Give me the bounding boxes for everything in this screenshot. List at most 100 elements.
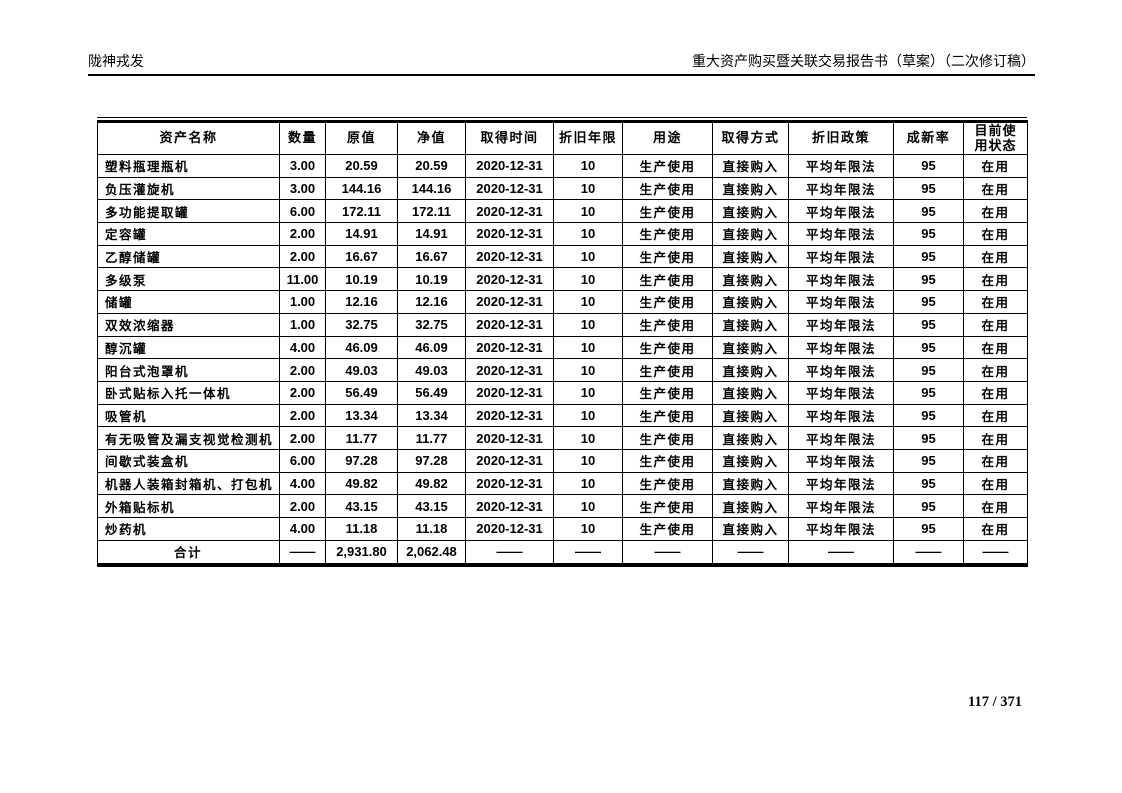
table-cell: 10 [553, 471, 623, 496]
table-cell: 10 [553, 403, 623, 428]
table-cell: 95 [893, 471, 964, 496]
table-cell: 2.00 [279, 244, 326, 269]
table-cell: 49.82 [325, 471, 398, 496]
total-label-cell: 合计 [97, 539, 280, 566]
table-cell: 10 [553, 290, 623, 314]
table-cell: 10.19 [325, 267, 398, 292]
table-cell: 2020-12-31 [465, 471, 554, 496]
table-cell: 在用 [963, 426, 1028, 450]
table-cell: 10 [553, 380, 623, 405]
table-cell: 平均年限法 [788, 380, 894, 405]
table-cell: 56.49 [397, 380, 466, 405]
table-cell: 20.59 [397, 154, 466, 178]
column-header-11: 目前使用状态 [963, 121, 1028, 155]
table-cell: 6.00 [279, 448, 326, 473]
column-header-label: 净值 [416, 130, 446, 146]
table-cell: 95 [893, 448, 964, 473]
header-rule [88, 74, 1035, 76]
table-cell: 生产使用 [622, 517, 713, 541]
table-cell: 直接购入 [712, 290, 789, 314]
table-cell: 95 [893, 222, 964, 246]
table-cell: 直接购入 [712, 403, 789, 428]
column-header-4: 净值 [397, 121, 466, 155]
table-cell: 直接购入 [712, 176, 789, 201]
table-cell: 1.00 [279, 312, 326, 337]
table-cell: 平均年限法 [788, 517, 894, 541]
table-cell: 13.34 [397, 403, 466, 428]
table-cell: 平均年限法 [788, 403, 894, 428]
table-cell: 95 [893, 199, 964, 224]
table-cell: 10 [553, 335, 623, 360]
table-cell: 生产使用 [622, 244, 713, 269]
table-cell: 10 [553, 267, 623, 292]
table-cell: 生产使用 [622, 290, 713, 314]
table-cell: 11.00 [279, 267, 326, 292]
column-header-5: 取得时间 [465, 121, 554, 155]
table-cell: 生产使用 [622, 222, 713, 246]
column-header-label: 资产名称 [159, 130, 218, 146]
table-cell: 172.11 [325, 199, 398, 224]
table-row: 定容罐 2.00 14.91 14.91 2020-12-31 10 生产使用 直接购入 平均年… [97, 222, 1028, 246]
asset-name-cell: 吸管机 [97, 403, 280, 428]
table-cell: 20.59 [325, 154, 398, 178]
table-cell: 2.00 [279, 222, 326, 246]
table-cell: 95 [893, 176, 964, 201]
table-cell: 2.00 [279, 380, 326, 405]
table-cell: 生产使用 [622, 494, 713, 518]
table-cell: 平均年限法 [788, 154, 894, 178]
table-cell: 6.00 [279, 199, 326, 224]
asset-name-cell: 双效浓缩器 [97, 312, 280, 337]
table-cell: 在用 [963, 358, 1028, 382]
table-cell: 2020-12-31 [465, 426, 554, 450]
column-header-3: 原值 [325, 121, 398, 155]
asset-table: 资产名称 数量 原值 净值 取得时间 折旧年限 用途 取得方式 折旧政策 成新率 目前使用状态 塑料… [97, 120, 1028, 568]
table-cell: 10.19 [397, 267, 466, 292]
asset-name-cell: 塑料瓶理瓶机 [97, 154, 280, 178]
table-cell: 4.00 [279, 517, 326, 541]
asset-table-wrap: 资产名称 数量 原值 净值 取得时间 折旧年限 用途 取得方式 折旧政策 成新率 目前使用状态 塑料… [97, 117, 1028, 568]
table-cell: 14.91 [325, 222, 398, 246]
table-cell: 95 [893, 154, 964, 178]
table-cell: 平均年限法 [788, 267, 894, 292]
table-cell: —— [553, 539, 623, 566]
table-cell: 2020-12-31 [465, 244, 554, 269]
table-cell: 在用 [963, 335, 1028, 360]
table-cell: —— [788, 539, 894, 566]
table-cell: 49.82 [397, 471, 466, 496]
table-cell: 平均年限法 [788, 335, 894, 360]
table-cell: —— [622, 539, 713, 566]
table-row: 间歇式装盒机 6.00 97.28 97.28 2020-12-31 10 生产使用 直接购入… [97, 448, 1028, 473]
table-row: 双效浓缩器 1.00 32.75 32.75 2020-12-31 10 生产使用 直接购入平… [97, 312, 1028, 337]
table-cell: 生产使用 [622, 335, 713, 360]
table-cell: 95 [893, 267, 964, 292]
table-cell: 3.00 [279, 154, 326, 178]
table-cell: 2,931.80 [325, 539, 398, 566]
table-cell: 172.11 [397, 199, 466, 224]
table-row: 乙醇储罐 2.00 16.67 16.67 2020-12-31 10 生产使用 直接购入 平均… [97, 244, 1028, 269]
table-cell: 在用 [963, 471, 1028, 496]
table-row: 吸管机 2.00 13.34 13.34 2020-12-31 10 生产使用 直接购入 平均年… [97, 403, 1028, 428]
table-row: 多功能提取罐 6.00 172.11 172.11 2020-12-31 10 生产使用 直接… [97, 199, 1028, 224]
table-cell: 生产使用 [622, 403, 713, 428]
table-row: 机器人装箱封箱机、打包机 4.00 49.82 49.82 2020-12-31 10 生产… [97, 471, 1028, 496]
table-cell: 95 [893, 244, 964, 269]
column-header-label: 原值 [346, 130, 376, 146]
table-cell: 生产使用 [622, 471, 713, 496]
table-cell: 2.00 [279, 494, 326, 518]
table-row: 有无吸管及漏支视觉检测机 2.00 11.77 11.77 2020-12-31 10 生产… [97, 426, 1028, 450]
table-cell: 16.67 [397, 244, 466, 269]
table-cell: 11.77 [325, 426, 398, 450]
table-cell: 1.00 [279, 290, 326, 314]
asset-name-cell: 乙醇储罐 [97, 244, 280, 269]
asset-name-cell: 多功能提取罐 [97, 199, 280, 224]
table-cell: —— [963, 539, 1028, 566]
table-row: 阳台式泡罩机 2.00 49.03 49.03 2020-12-31 10 生产使用 直接购入… [97, 358, 1028, 382]
column-header-label: 用途 [652, 130, 682, 146]
table-cell: 95 [893, 335, 964, 360]
table-cell: 4.00 [279, 335, 326, 360]
table-cell: 在用 [963, 244, 1028, 269]
table-cell: 2020-12-31 [465, 176, 554, 201]
table-cell: 直接购入 [712, 199, 789, 224]
table-cell: 56.49 [325, 380, 398, 405]
table-cell: 2.00 [279, 358, 326, 382]
